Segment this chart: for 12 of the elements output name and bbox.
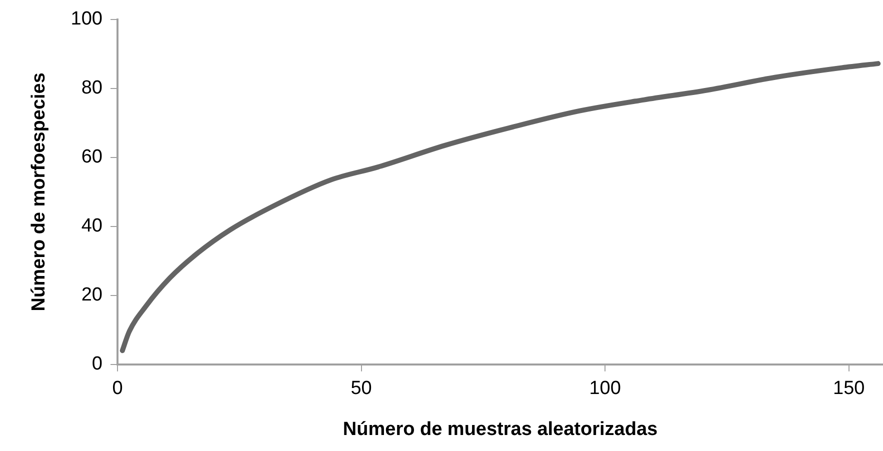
y-tick-label: 100 (70, 8, 102, 30)
x-tick-label: 150 (833, 378, 865, 400)
y-tick-label: 60 (81, 146, 102, 168)
y-tick-label: 80 (81, 78, 102, 99)
y-tick-label: 40 (81, 216, 102, 237)
y-tick-label: 0 (92, 354, 102, 375)
x-axis-title: Número de muestras aleatorizadas (342, 418, 658, 440)
y-tick-label: 20 (81, 284, 102, 306)
x-tick-label: 100 (589, 378, 621, 400)
x-tick-label: 50 (350, 378, 372, 400)
y-axis-title: Número de morfoespecies (28, 72, 50, 312)
x-tick-label: 0 (112, 378, 123, 400)
